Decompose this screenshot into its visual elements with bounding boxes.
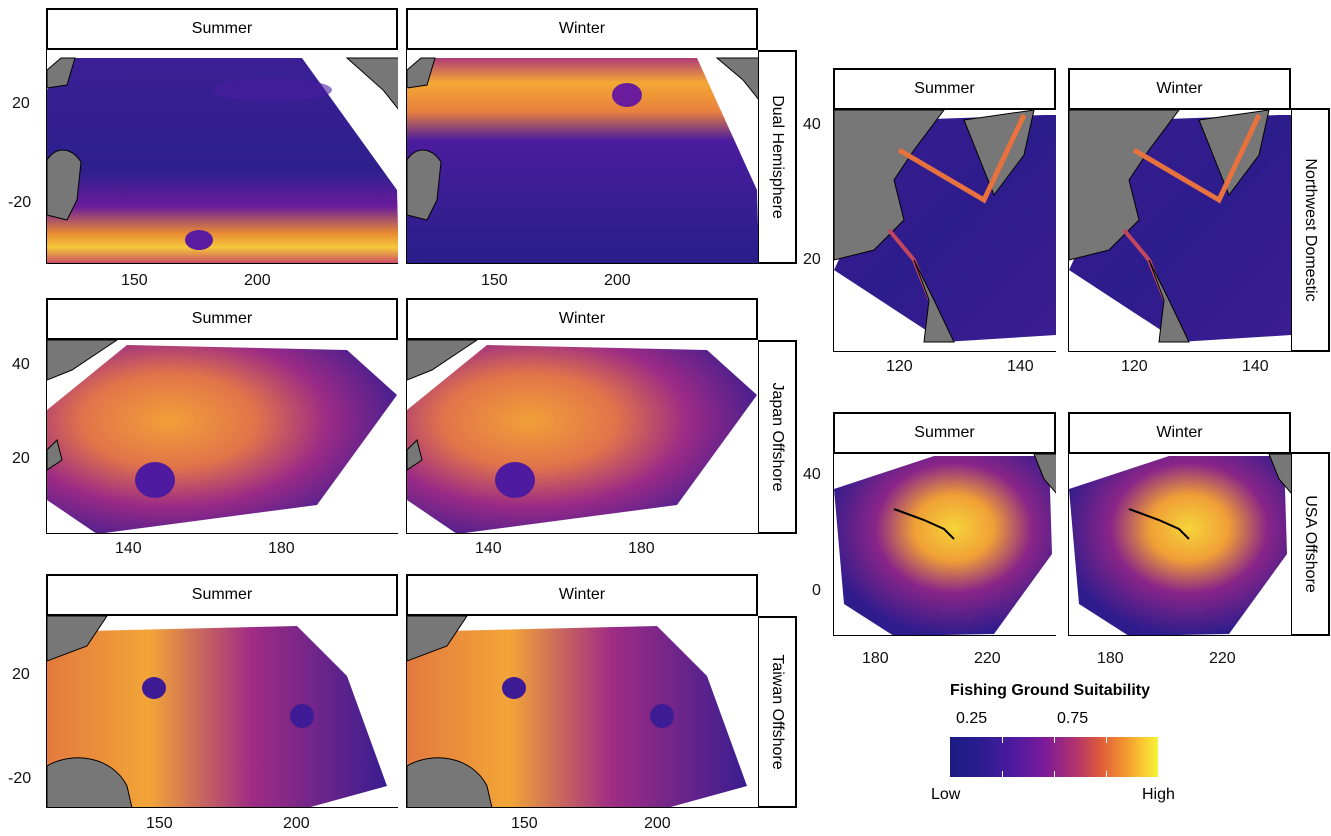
strip-summer-japan: Summer [46,298,398,340]
taiwan-xtick-200-summer: 200 [283,815,310,832]
legend-tick-bottom-3 [1106,771,1107,777]
legend-tick-top-1 [1002,737,1003,743]
strip-summer-usa: Summer [833,412,1056,454]
northwest-xtick-120-summer: 120 [886,358,913,375]
usa-ytick-0: 0 [812,582,821,599]
legend-tick-label-075: 0.75 [1057,710,1089,727]
map-usa-summer [833,454,1056,636]
strip-summer-taiwan: Summer [46,574,398,616]
map-japan-summer [46,340,398,534]
map-taiwan-summer [46,616,398,808]
taiwan-ytick-20: 20 [12,666,30,683]
usa-xtick-180-winter: 180 [1097,650,1124,667]
taiwan-xtick-150-summer: 150 [146,815,173,832]
dual-xtick-150-summer: 150 [121,272,148,289]
japan-xtick-140-winter: 140 [475,540,502,557]
map-japan-winter [406,340,758,534]
usa-xtick-180-summer: 180 [862,650,889,667]
japan-xtick-180-winter: 180 [628,540,655,557]
map-taiwan-winter [406,616,758,808]
dual-xtick-200-winter: 200 [604,272,631,289]
legend-tick-bottom-1 [1002,771,1003,777]
dual-xtick-150-winter: 150 [481,272,508,289]
strip-winter-taiwan: Winter [406,574,758,616]
dual-ytick-neg20: -20 [8,194,32,211]
legend-low-label: Low [931,786,961,803]
legend-tick-top-3 [1106,737,1107,743]
usa-xtick-220-winter: 220 [1209,650,1236,667]
dual-ytick-20: 20 [12,95,30,112]
map-dual-winter [406,50,758,264]
taiwan-ytick-neg20: -20 [8,770,32,787]
japan-xtick-140-summer: 140 [115,540,142,557]
row-strip-taiwan: Taiwan Offshore [757,616,797,808]
japan-ytick-40: 40 [12,356,30,373]
japan-xtick-180-summer: 180 [268,540,295,557]
strip-summer-northwest: Summer [833,68,1056,110]
legend-tick-bottom-2 [1054,771,1055,777]
map-usa-winter [1068,454,1291,636]
northwest-xtick-120-winter: 120 [1121,358,1148,375]
strip-winter-dual: Winter [406,8,758,50]
row-strip-dual: Dual Hemisphere [757,50,797,264]
strip-winter-japan: Winter [406,298,758,340]
japan-ytick-20: 20 [12,450,30,467]
legend-tick-label-025: 0.25 [956,710,988,727]
row-strip-usa: USA Offshore [1290,452,1330,636]
row-strip-japan: Japan Offshore [757,340,797,534]
northwest-ytick-20: 20 [803,251,821,268]
usa-ytick-40: 40 [803,466,821,483]
row-strip-northwest: Northwest Domestic [1290,108,1330,352]
legend-colorbar [950,737,1158,777]
strip-summer-dual: Summer [46,8,398,50]
northwest-xtick-140-winter: 140 [1242,358,1269,375]
legend-title: Fishing Ground Suitability [950,682,1150,699]
legend-tick-top-2 [1054,737,1055,743]
map-northwest-summer [833,110,1056,352]
taiwan-xtick-150-winter: 150 [511,815,538,832]
map-northwest-winter [1068,110,1291,352]
map-dual-summer [46,50,398,264]
northwest-ytick-40: 40 [803,116,821,133]
northwest-xtick-140-summer: 140 [1007,358,1034,375]
strip-winter-usa: Winter [1068,412,1291,454]
legend-high-label: High [1142,786,1175,803]
taiwan-xtick-200-winter: 200 [644,815,671,832]
usa-xtick-220-summer: 220 [974,650,1001,667]
strip-winter-northwest: Winter [1068,68,1291,110]
dual-xtick-200-summer: 200 [244,272,271,289]
